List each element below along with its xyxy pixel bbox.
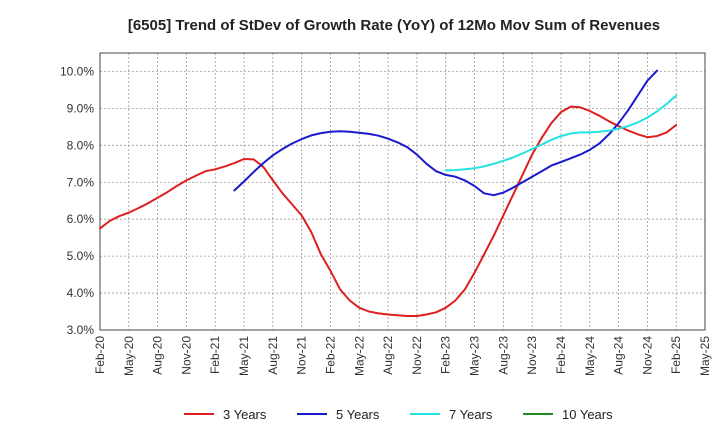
y-tick-label: 5.0% [67, 249, 95, 263]
x-tick-label: Nov-22 [410, 336, 424, 375]
chart-title: [6505] Trend of StDev of Growth Rate (Yo… [128, 17, 660, 34]
x-axis: Feb-20 May-20 Aug-20 Nov-20 Feb-21 May-21 Aug-… [93, 336, 712, 376]
y-tick-label: 7.0% [67, 175, 95, 189]
x-tick-label: Feb-20 [93, 336, 107, 374]
y-tick-label: 9.0% [67, 101, 95, 115]
legend-item: 5 Years [297, 407, 380, 422]
x-tick-label: Feb-25 [669, 336, 683, 374]
gridlines [99, 53, 706, 331]
x-tick-label: May-24 [583, 336, 597, 376]
x-tick-label: Aug-21 [266, 336, 280, 375]
x-tick-label: Feb-23 [439, 336, 453, 374]
legend-label: 5 Years [336, 407, 380, 422]
x-tick-label: Nov-20 [179, 336, 193, 375]
series-lines [99, 69, 678, 317]
x-tick-label: May-22 [352, 336, 366, 376]
legend-item: 10 Years [523, 407, 613, 422]
x-tick-label: May-23 [468, 336, 482, 376]
x-tick-label: Aug-24 [612, 336, 626, 375]
legend-label: 7 Years [449, 407, 493, 422]
legend: 3 Years 5 Years 7 Years 10 Years [184, 407, 613, 422]
y-tick-label: 8.0% [67, 138, 95, 152]
x-tick-label: Aug-20 [151, 336, 165, 375]
y-tick-label: 4.0% [67, 286, 95, 300]
legend-label: 10 Years [562, 407, 613, 422]
plot-area [100, 53, 705, 330]
legend-item: 3 Years [184, 407, 267, 422]
x-tick-label: May-21 [237, 336, 251, 376]
legend-label: 3 Years [223, 407, 267, 422]
y-axis: 3.0% 4.0% 5.0% 6.0% 7.0% 8.0% 9.0% 10.0% [60, 64, 94, 337]
y-tick-label: 3.0% [67, 323, 95, 337]
x-tick-label: May-20 [122, 336, 136, 376]
x-tick-label: Feb-22 [323, 336, 337, 374]
series-line-7-years [444, 94, 678, 172]
x-tick-label: Nov-24 [640, 336, 654, 375]
x-tick-label: Feb-24 [554, 336, 568, 374]
x-tick-label: Nov-21 [295, 336, 309, 375]
series-line-3-years [99, 105, 678, 317]
legend-item: 7 Years [410, 407, 493, 422]
x-tick-label: Aug-23 [496, 336, 510, 375]
plot-border [99, 52, 706, 331]
series-line-5-years [233, 69, 658, 197]
x-tick-label: Nov-23 [525, 336, 539, 375]
y-tick-label: 10.0% [60, 64, 94, 78]
x-tick-label: Aug-22 [381, 336, 395, 375]
x-tick-label: May-25 [698, 336, 712, 376]
y-tick-label: 6.0% [67, 212, 95, 226]
x-tick-label: Feb-21 [208, 336, 222, 374]
